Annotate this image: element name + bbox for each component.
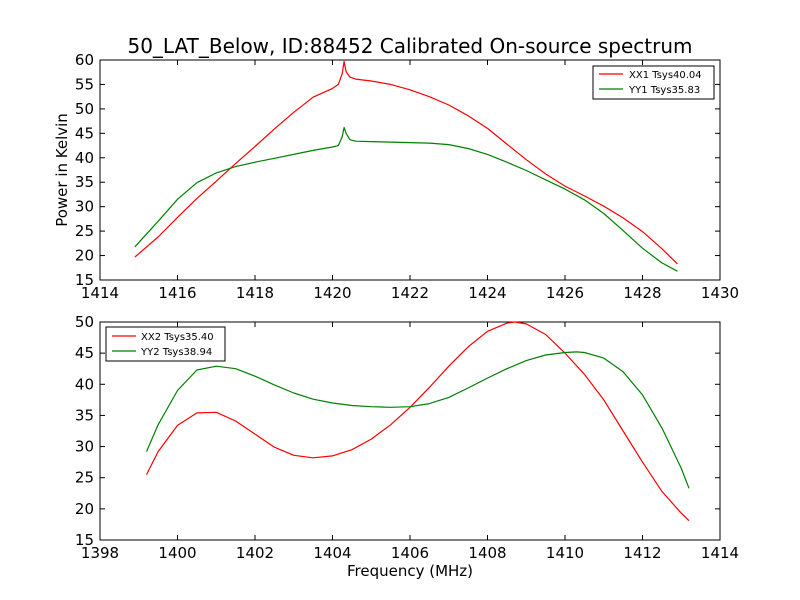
bottom-plot-series xyxy=(145,321,690,522)
top-x-tick-label: 1428 xyxy=(623,284,661,302)
bottom-legend-label-xx2: XX2 Tsys35.40 xyxy=(141,332,214,343)
bottom-x-tick-label: 1402 xyxy=(236,544,274,562)
top-x-tick-label: 1418 xyxy=(236,284,274,302)
top-plot-ticks: 1414 1416 1418 1420 1422 1424 1426 1428 1430 15 20… xyxy=(75,51,739,302)
top-spectrum-plot: 1414 1416 1418 1420 1422 1424 1426 1428 1430 15 20… xyxy=(53,51,739,302)
chart-title: 50_LAT_Below, ID:88452 Calibrated On-sou… xyxy=(127,34,692,58)
bottom-x-tick-label: 1410 xyxy=(546,544,584,562)
bottom-y-tick-label: 20 xyxy=(75,500,94,518)
top-x-tick-label: 1416 xyxy=(158,284,196,302)
top-y-tick-label: 45 xyxy=(75,124,94,142)
top-y-tick-label: 35 xyxy=(75,173,94,191)
top-y-axis-label: Power in Kelvin xyxy=(53,113,71,227)
bottom-legend-label-yy2: YY2 Tsys38.94 xyxy=(140,347,212,358)
top-y-tick-label: 40 xyxy=(75,149,94,167)
top-y-tick-label: 20 xyxy=(75,247,94,265)
bottom-spectrum-plot: 1398 1400 1402 1404 1406 1408 1410 1412 1414 15 20… xyxy=(75,313,739,580)
top-legend-label-yy1: YY1 Tsys35.83 xyxy=(628,85,700,96)
bottom-x-tick-label: 1404 xyxy=(313,544,351,562)
top-x-tick-label: 1430 xyxy=(701,284,739,302)
top-series-line-yy1 xyxy=(134,126,678,272)
bottom-x-tick-label: 1406 xyxy=(391,544,429,562)
top-x-tick-label: 1424 xyxy=(468,284,506,302)
x-axis-label: Frequency (MHz) xyxy=(347,562,473,580)
top-y-tick-label: 55 xyxy=(75,75,94,93)
top-y-tick-label: 60 xyxy=(75,51,94,69)
top-legend-box xyxy=(592,65,715,100)
bottom-y-tick-label: 30 xyxy=(75,438,94,456)
top-x-tick-label: 1420 xyxy=(313,284,351,302)
bottom-series-line-yy2 xyxy=(145,351,690,489)
bottom-legend-box xyxy=(105,326,226,362)
bottom-y-tick-label: 50 xyxy=(75,313,94,331)
top-series-line-xx1 xyxy=(134,60,678,265)
bottom-x-tick-label: 1398 xyxy=(81,544,119,562)
bottom-series-line-xx2 xyxy=(145,321,690,522)
top-x-tick-label: 1422 xyxy=(391,284,429,302)
top-y-tick-label: 50 xyxy=(75,100,94,118)
bottom-y-tick-label: 45 xyxy=(75,344,94,362)
top-legend-label-xx1: XX1 Tsys40.04 xyxy=(629,70,702,81)
bottom-y-tick-label: 35 xyxy=(75,406,94,424)
bottom-x-tick-label: 1414 xyxy=(701,544,739,562)
bottom-y-tick-label: 40 xyxy=(75,375,94,393)
bottom-legend: XX2 Tsys35.40 YY2 Tsys38.94 xyxy=(105,326,226,362)
top-legend: XX1 Tsys40.04 YY1 Tsys35.83 xyxy=(592,65,715,100)
top-y-tick-label: 15 xyxy=(75,271,94,289)
bottom-plot-ticks: 1398 1400 1402 1404 1406 1408 1410 1412 1414 15 20… xyxy=(75,313,739,562)
bottom-y-tick-label: 25 xyxy=(75,469,94,487)
top-plot-series xyxy=(134,60,678,272)
top-y-tick-label: 25 xyxy=(75,222,94,240)
bottom-x-tick-label: 1412 xyxy=(623,544,661,562)
bottom-x-tick-label: 1408 xyxy=(468,544,506,562)
bottom-x-tick-label: 1400 xyxy=(158,544,196,562)
top-x-tick-label: 1414 xyxy=(81,284,119,302)
top-x-tick-label: 1426 xyxy=(546,284,584,302)
top-y-tick-label: 30 xyxy=(75,198,94,216)
bottom-y-tick-label: 15 xyxy=(75,531,94,549)
